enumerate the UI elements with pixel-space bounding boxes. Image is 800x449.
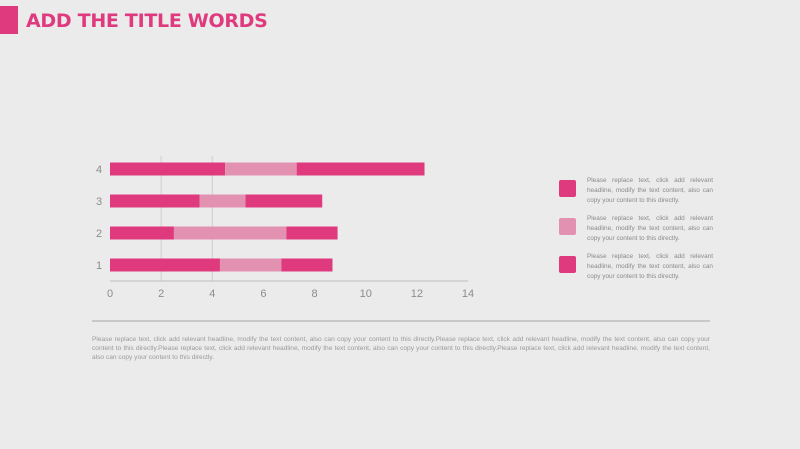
x-tick-label: 6 bbox=[260, 288, 266, 300]
bar-segment-1-2 bbox=[219, 258, 282, 272]
x-tick-label: 8 bbox=[312, 288, 318, 300]
y-tick-label: 4 bbox=[96, 164, 102, 176]
legend-swatch-2 bbox=[559, 218, 576, 235]
legend-item-2: Please replace text, click add relevant … bbox=[559, 215, 715, 258]
bar-segment-4-2 bbox=[225, 162, 297, 176]
legend-text-3: Please replace text, click add relevant … bbox=[587, 253, 713, 280]
y-tick-label: 2 bbox=[96, 228, 102, 240]
legend-item-3: Please replace text, click add relevant … bbox=[559, 253, 715, 296]
bar-segment-3-2 bbox=[199, 194, 246, 208]
bar-segment-2-3 bbox=[286, 226, 338, 240]
x-tick-label: 0 bbox=[107, 288, 113, 300]
legend-swatch-3 bbox=[559, 256, 576, 273]
y-tick-label: 1 bbox=[96, 260, 102, 272]
x-tick-label: 14 bbox=[462, 288, 474, 300]
title-accent-block bbox=[0, 6, 18, 34]
legend-text-1: Please replace text, click add relevant … bbox=[587, 177, 713, 204]
bar-segment-3-3 bbox=[245, 194, 323, 208]
x-tick-label: 10 bbox=[360, 288, 372, 300]
legend-text-2: Please replace text, click add relevant … bbox=[587, 215, 713, 242]
x-tick-label: 12 bbox=[411, 288, 423, 300]
legend-swatch-1 bbox=[559, 180, 576, 197]
legend-item-1: Please replace text, click add relevant … bbox=[559, 177, 715, 220]
bar-segment-3-1 bbox=[110, 194, 200, 208]
bar-segment-4-3 bbox=[296, 162, 425, 176]
bar-segment-1-3 bbox=[281, 258, 333, 272]
y-tick-label: 3 bbox=[96, 196, 102, 208]
bar-segment-2-2 bbox=[173, 226, 287, 240]
bar-segment-2-1 bbox=[110, 226, 174, 240]
x-tick-label: 4 bbox=[209, 288, 215, 300]
footer-paragraph: Please replace text, click add relevant … bbox=[92, 336, 710, 361]
section-divider bbox=[92, 320, 710, 322]
page-title: ADD THE TITLE WORDS bbox=[26, 10, 268, 32]
bar-segment-4-1 bbox=[110, 162, 226, 176]
x-tick-label: 2 bbox=[158, 288, 164, 300]
bar-segment-1-1 bbox=[110, 258, 220, 272]
